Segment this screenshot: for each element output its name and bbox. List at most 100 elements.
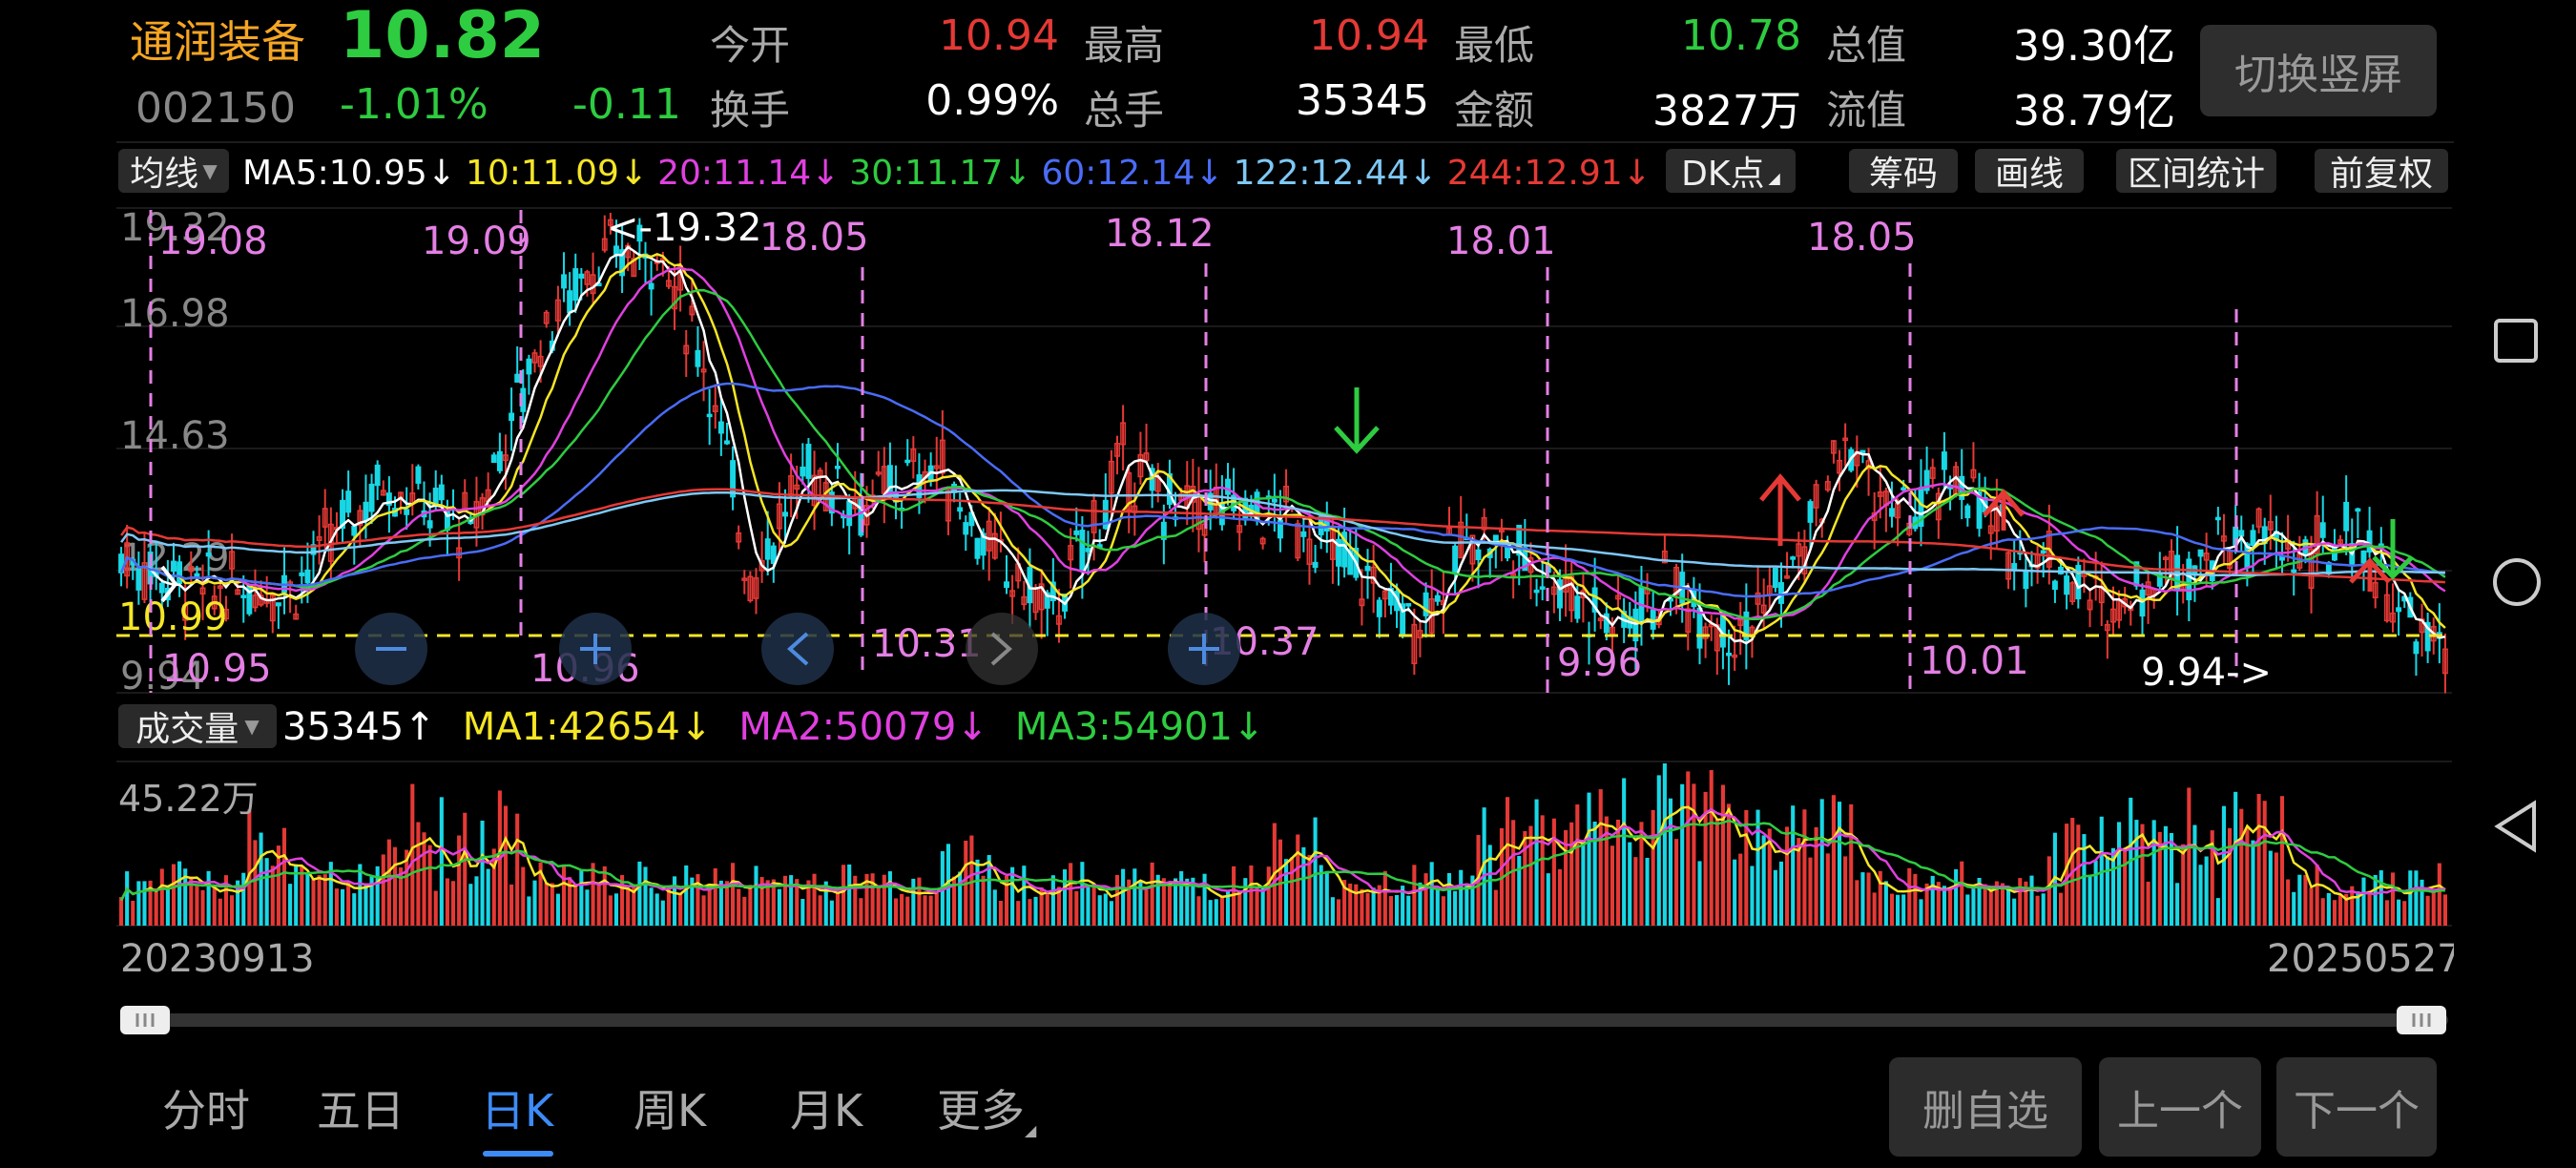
volume-bar <box>1091 886 1096 926</box>
stock-name: 通润装备 <box>130 16 305 68</box>
volume-bar <box>416 822 421 926</box>
volume-bar <box>1412 865 1417 926</box>
volume-bar <box>672 876 677 926</box>
ma-selector[interactable]: 均线 ▼ <box>118 149 229 194</box>
candle-body <box>1009 590 1016 597</box>
tab-daily-k[interactable]: 日K <box>481 1085 554 1137</box>
candle-body <box>572 268 579 302</box>
chips-button[interactable]: 筹码 <box>1849 149 1958 194</box>
tab-intraday[interactable]: 分时 <box>162 1085 250 1137</box>
volume-bar <box>2187 787 2192 926</box>
volume-bar <box>2390 872 2396 926</box>
dk-point-button[interactable]: DK点 ◢ <box>1666 149 1796 194</box>
volume-bar <box>1610 845 1614 926</box>
peak-label: 18.01 <box>1446 219 1556 263</box>
volume-selector[interactable]: 成交量 ▼ <box>118 704 277 749</box>
volume-bar <box>1598 789 1603 926</box>
volume-bar <box>1924 883 1929 926</box>
volume-bar <box>1755 809 1760 926</box>
remove-watchlist-button[interactable]: 删自选 <box>1889 1057 2082 1157</box>
stock-price: 10.82 <box>340 0 546 73</box>
candle-body <box>2383 594 2390 622</box>
volume-bar <box>1103 893 1108 926</box>
cursor-add-button[interactable] <box>1168 613 1240 685</box>
tab-weekly-k[interactable]: 周K <box>634 1085 707 1137</box>
candle-body <box>1405 603 1412 607</box>
volume-bar <box>154 887 158 926</box>
home-icon[interactable] <box>2493 558 2541 606</box>
candle-body <box>1085 548 1091 553</box>
volume-bar <box>1080 862 1085 926</box>
volume-bar <box>666 885 671 926</box>
volume-bar <box>1290 857 1295 926</box>
draw-line-button[interactable]: 画线 <box>1975 149 2084 194</box>
candle-body <box>1381 590 1388 600</box>
change-percent: -1.01% <box>340 80 488 129</box>
candle-body <box>385 492 392 506</box>
candle-body <box>933 465 940 469</box>
volume-bar <box>439 797 444 926</box>
candle-body <box>1312 561 1319 569</box>
quote-label-low: 最低 <box>1454 22 1535 69</box>
volume-bar <box>212 887 217 926</box>
zoom-in-button[interactable] <box>559 613 632 685</box>
volume-bar <box>2303 874 2308 926</box>
volume-bar <box>1581 841 1586 926</box>
candle-body <box>310 544 317 555</box>
tab-five-day[interactable]: 五日 <box>317 1085 405 1137</box>
volume-bar <box>1761 835 1766 926</box>
candle-body <box>2040 550 2046 553</box>
candle-body <box>2372 581 2379 598</box>
volume-bar <box>1849 803 1854 926</box>
volume-bar <box>2251 840 2255 926</box>
back-icon[interactable] <box>2494 800 2536 853</box>
candle-body <box>1615 594 1621 600</box>
low-label: 10.95 <box>162 647 272 691</box>
volume-bar <box>876 886 881 926</box>
volume-bar <box>2123 848 2128 926</box>
tab-monthly-k[interactable]: 月K <box>790 1085 863 1137</box>
volume-bar <box>1429 862 1434 926</box>
forward-adjust-button[interactable]: 前复权 <box>2315 149 2448 194</box>
tab-more[interactable]: 更多◢ <box>937 1076 1036 1139</box>
volume-ma-line-5 <box>119 805 2446 902</box>
peak-label: <-19.32 <box>607 206 761 250</box>
candle-body <box>1673 566 1680 596</box>
candle-body <box>1458 521 1465 559</box>
candle-body <box>537 355 544 367</box>
candle-body <box>211 595 218 610</box>
previous-button[interactable]: 上一个 <box>2099 1057 2261 1157</box>
candle-body <box>1510 573 1517 576</box>
quote-label-total-value: 总值 <box>1826 22 1907 69</box>
volume-bar <box>759 877 764 926</box>
switch-portrait-button[interactable]: 切换竖屏 <box>2200 25 2437 116</box>
volume-bar <box>1994 881 1999 926</box>
candle-body <box>776 503 782 530</box>
chevron-right-icon[interactable] <box>160 565 178 603</box>
scroll-right-button[interactable] <box>966 613 1038 685</box>
volume-bar <box>1709 770 1714 926</box>
candle-body <box>1760 604 1767 614</box>
volume-bar <box>2018 878 2023 926</box>
next-button[interactable]: 下一个 <box>2276 1057 2437 1157</box>
recent-apps-icon[interactable] <box>2494 319 2538 363</box>
volume-bar <box>1016 901 1021 926</box>
volume-bar <box>2140 824 2145 926</box>
volume-bar <box>958 871 963 926</box>
change-amount: -0.11 <box>572 80 681 129</box>
volume-bar <box>795 879 800 926</box>
volume-bar <box>1423 873 1428 926</box>
volume-bar <box>1330 897 1335 926</box>
range-scrollbar[interactable] <box>120 1006 2448 1034</box>
volume-bar <box>1406 895 1411 926</box>
volume-current: 35345↑ <box>282 705 436 749</box>
range-stats-button[interactable]: 区间统计 <box>2116 149 2276 194</box>
zoom-out-button[interactable] <box>355 613 427 685</box>
scroll-left-button[interactable] <box>761 613 834 685</box>
candle-body <box>2110 608 2116 623</box>
kline-chart[interactable]: 19.32 16.98 14.63 12.29 9.94 10.99 19.08… <box>0 0 2454 1168</box>
dropdown-arrow-icon: ▼ <box>202 159 218 182</box>
volume-bar <box>1028 899 1032 926</box>
peak-label: 18.05 <box>759 216 869 260</box>
